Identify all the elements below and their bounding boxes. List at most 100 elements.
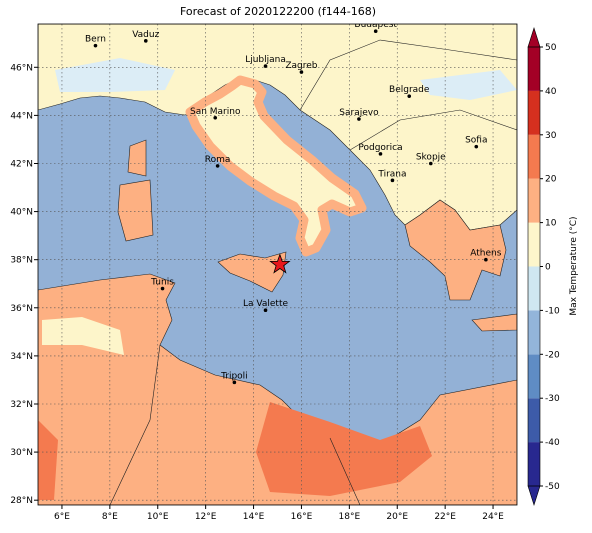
event-marker xyxy=(269,253,291,274)
colorbar-tick-label: -10 xyxy=(545,306,560,316)
colorbar-extend xyxy=(527,485,541,506)
colorbar-tick-label: 0 xyxy=(545,263,551,273)
x-tick-label: 10°E xyxy=(147,512,169,522)
italy xyxy=(185,75,367,257)
city-label: San Marino xyxy=(190,107,241,117)
city-dot xyxy=(93,43,98,48)
y-tick-label: 32°N xyxy=(10,400,33,410)
x-tick-label: 20°E xyxy=(386,512,408,522)
city-dot xyxy=(378,152,383,156)
city-dot xyxy=(143,39,148,43)
city-label: Tunis xyxy=(150,278,174,288)
y-tick-label: 46°N xyxy=(10,63,33,73)
city-label: Vaduz xyxy=(132,30,159,40)
corsica xyxy=(127,139,147,177)
city-dot xyxy=(215,164,220,168)
x-tick-label: 8°E xyxy=(102,512,118,522)
colorbar-tick-label: 50 xyxy=(545,43,557,53)
city-label: Podgorica xyxy=(358,143,402,153)
colorbar-bin xyxy=(528,222,540,267)
colorbar-tick-label: -20 xyxy=(545,350,560,360)
city-dot xyxy=(263,308,268,312)
city-dot xyxy=(373,29,378,34)
y-tick-label: 30°N xyxy=(10,448,33,458)
city-dot xyxy=(407,94,412,98)
colorbar-tick-label: 10 xyxy=(545,219,557,229)
colorbar-tick-label: 30 xyxy=(545,131,557,141)
y-tick-label: 44°N xyxy=(10,111,33,121)
city-dot xyxy=(213,115,218,120)
city-dot xyxy=(299,70,304,74)
y-tick-label: 36°N xyxy=(10,304,33,314)
axis-ticks: 6°E 8°E 10°E 12°E 14°E 16°E 18°E 20°E 22°E 24°E 28… xyxy=(10,63,504,522)
x-tick-label: 24°E xyxy=(482,512,504,522)
city-dot xyxy=(160,286,165,291)
y-tick-label: 34°N xyxy=(10,352,33,362)
border xyxy=(349,109,517,151)
city-dot xyxy=(428,161,433,166)
greece xyxy=(404,199,507,301)
x-tick-label: 6°E xyxy=(54,512,70,522)
colorbar-extend xyxy=(527,27,541,48)
city-dot xyxy=(263,64,268,68)
colorbar-tick-label: -50 xyxy=(545,482,560,492)
city-label: Sofia xyxy=(465,136,487,146)
border xyxy=(109,344,161,505)
colorbar-bin xyxy=(528,398,540,443)
city-dot xyxy=(390,178,395,183)
colorbar-bin xyxy=(528,134,540,179)
city-label: Zagreb xyxy=(285,61,317,71)
city-dot xyxy=(232,380,237,385)
x-tick-label: 22°E xyxy=(434,512,456,522)
city-label: Skopje xyxy=(416,152,446,162)
colorbar-bin xyxy=(528,354,540,399)
city-dot xyxy=(357,117,361,121)
colorbar-tick-label: -30 xyxy=(545,394,560,404)
mild-patch xyxy=(42,317,124,355)
sardinia xyxy=(117,179,154,242)
colorbar-bin xyxy=(528,310,540,355)
colorbar: -50 -40 -30 -20 -10 0 10 20 30 40 50 xyxy=(527,27,560,506)
x-tick-label: 16°E xyxy=(291,512,313,522)
hot-patch xyxy=(256,402,432,496)
y-tick-label: 40°N xyxy=(10,208,33,218)
colorbar-bin xyxy=(528,442,540,486)
city-label: Budapest xyxy=(354,20,397,30)
colorbar-tick-label: -40 xyxy=(545,438,560,448)
border xyxy=(329,437,361,505)
colorbar-bin xyxy=(528,90,540,135)
city-label: Athens xyxy=(470,249,501,259)
map-frame xyxy=(37,23,518,506)
city-dot xyxy=(484,257,488,262)
colorbar-bin xyxy=(528,178,540,223)
city-label: Roma xyxy=(205,155,231,165)
graticule xyxy=(38,24,517,505)
y-tick-label: 38°N xyxy=(10,256,33,266)
x-tick-label: 18°E xyxy=(339,512,361,522)
y-tick-label: 42°N xyxy=(10,159,33,169)
city-label: Sarajevo xyxy=(339,108,379,118)
colorbar-tick-label: 20 xyxy=(545,175,557,185)
city-label: Tripoli xyxy=(220,371,248,381)
border xyxy=(299,39,517,111)
sicily xyxy=(217,251,287,293)
map-title: Forecast of 2020122200 (f144-168) xyxy=(180,5,376,18)
city-label: Belgrade xyxy=(389,85,430,95)
colorbar-label: Max Temperature (°C) xyxy=(569,216,579,315)
y-tick-label: 28°N xyxy=(10,496,33,506)
city-label: La Valette xyxy=(243,299,288,309)
city-label: Bern xyxy=(85,35,106,45)
colorbar-bin xyxy=(528,47,540,91)
city-dot xyxy=(474,144,479,149)
crete xyxy=(471,313,517,332)
city-label: Ljubljana xyxy=(245,55,286,65)
x-tick-label: 12°E xyxy=(195,512,217,522)
hot-patch xyxy=(38,420,58,500)
cold-patch xyxy=(55,58,175,92)
x-tick-label: 14°E xyxy=(243,512,265,522)
city-label: Tirana xyxy=(377,169,406,179)
colorbar-tick-label: 40 xyxy=(545,87,557,97)
